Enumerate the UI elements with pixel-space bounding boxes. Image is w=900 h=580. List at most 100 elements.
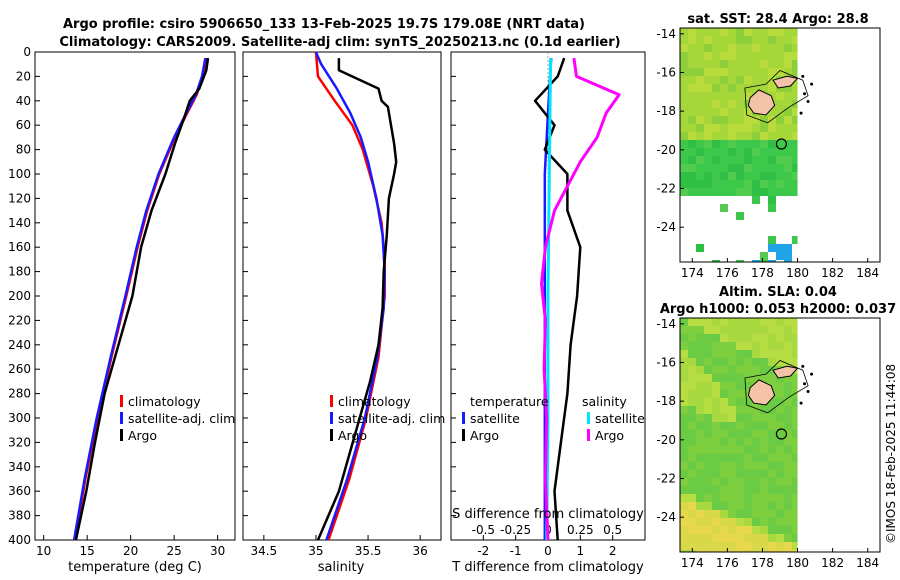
map-cell: [736, 358, 744, 366]
map-cell: [768, 430, 776, 438]
map-cell: [680, 326, 688, 334]
salinity-legend: climatology satellite-adj. clim Argo: [330, 394, 445, 443]
map-cell: [784, 326, 792, 334]
map-cell: [728, 132, 736, 140]
map-cell: [688, 366, 696, 374]
map-cell: [784, 244, 792, 252]
map-cell: [688, 438, 696, 446]
map-cell: [792, 454, 798, 462]
map-cell: [752, 342, 760, 350]
map-cell: [768, 542, 776, 550]
map-cell: [760, 510, 768, 518]
y-tick-label: 40: [16, 94, 31, 108]
map-cell: [736, 212, 744, 220]
map-cell: [760, 116, 768, 124]
map-cell: [720, 390, 728, 398]
map-cell: [696, 374, 704, 382]
map-cell: [720, 188, 728, 196]
map-cell: [776, 526, 784, 534]
map-cell: [768, 60, 776, 68]
map-cell: [720, 430, 728, 438]
map-cell: [712, 374, 720, 382]
map-cell: [760, 318, 768, 326]
map-cell: [720, 28, 728, 36]
legend-satellite-swatch: [330, 412, 333, 424]
sla-map-title-line1: Altim. SLA: 0.04: [719, 285, 837, 300]
y-tick-label: 340: [8, 460, 31, 474]
map-cell: [736, 326, 744, 334]
map-cell: [784, 462, 792, 470]
map-cell: [680, 510, 688, 518]
map-cell: [736, 180, 744, 188]
map-cell: [736, 60, 744, 68]
small-island: [801, 364, 805, 368]
map-cell: [752, 550, 760, 552]
map-cell: [768, 196, 776, 204]
map-cell: [688, 124, 696, 132]
map-cell: [736, 414, 744, 422]
map-cell: [792, 60, 798, 68]
map-cell: [752, 84, 760, 92]
map-cell: [688, 534, 696, 542]
map-cell: [696, 422, 704, 430]
map-cell: [736, 390, 744, 398]
map-cell: [744, 52, 752, 60]
map-cell: [696, 390, 704, 398]
map-y-tick-label: -16: [656, 355, 676, 369]
map-cell: [768, 236, 776, 244]
map-cell: [720, 180, 728, 188]
map-cell: [704, 100, 712, 108]
map-cell: [784, 260, 792, 262]
map-cell: [760, 358, 768, 366]
map-cell: [712, 326, 720, 334]
y-tick-label: 80: [16, 143, 31, 157]
x-tick-label: 35: [308, 544, 323, 558]
map-cell: [760, 164, 768, 172]
map-cell: [712, 454, 720, 462]
map-cell: [752, 318, 760, 326]
y-tick-label: 320: [8, 435, 31, 449]
map-cell: [704, 28, 712, 36]
map-cell: [792, 132, 798, 140]
map-cell: [720, 510, 728, 518]
map-x-tick-label: 184: [856, 266, 879, 280]
y-tick-label: 140: [8, 216, 31, 230]
map-y-tick-label: -22: [656, 182, 676, 196]
map-cell: [712, 390, 720, 398]
map-cell: [704, 534, 712, 542]
map-cell: [736, 44, 744, 52]
map-cell: [680, 318, 688, 326]
map-cell: [736, 36, 744, 44]
map-cell: [744, 84, 752, 92]
map-cell: [728, 502, 736, 510]
map-cell: [680, 382, 688, 390]
map-cell: [704, 374, 712, 382]
map-cell: [704, 318, 712, 326]
map-cell: [680, 470, 688, 478]
map-cell: [776, 68, 784, 76]
map-cell: [736, 350, 744, 358]
y-tick-label: 260: [8, 362, 31, 376]
map-cell: [680, 374, 688, 382]
y-tick-label: 300: [8, 411, 31, 425]
map-cell: [792, 478, 798, 486]
map-cell: [680, 60, 688, 68]
map-cell: [696, 470, 704, 478]
map-cell: [720, 358, 728, 366]
map-cell: [752, 164, 760, 172]
map-cell: [784, 526, 792, 534]
map-cell: [712, 342, 720, 350]
map-cell: [728, 510, 736, 518]
map-cell: [736, 446, 744, 454]
map-cell: [704, 502, 712, 510]
map-cell: [728, 374, 736, 382]
map-cell: [696, 44, 704, 52]
legend-climatology-label: climatology: [338, 394, 411, 409]
x-tick-label: 25: [166, 544, 181, 558]
map-cell: [720, 486, 728, 494]
map-cell: [744, 188, 752, 196]
map-cell: [712, 124, 720, 132]
map-cell: [680, 52, 688, 60]
map-cell: [704, 164, 712, 172]
map-cell: [696, 366, 704, 374]
